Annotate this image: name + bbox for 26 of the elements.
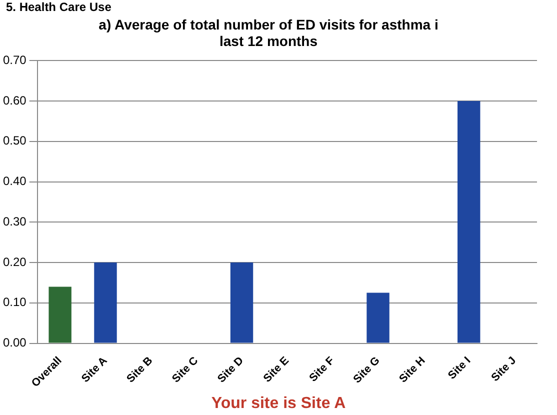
bar: [230, 262, 254, 343]
y-tick-label: 0.50: [2, 134, 27, 148]
y-tick-label: 0.30: [2, 214, 27, 228]
x-tick-label: Site J: [489, 354, 519, 384]
x-tick-label: Site I: [446, 354, 474, 382]
y-tick-label: 0.40: [2, 174, 27, 188]
x-tick-label: Site B: [124, 354, 156, 386]
x-tick-label: Site G: [351, 354, 382, 386]
y-tick-label: 0.70: [2, 52, 27, 67]
bar: [458, 100, 480, 343]
y-tick-label: 0.00: [2, 336, 27, 350]
x-tick-label: Site A: [80, 354, 110, 385]
x-tick-label: Site E: [261, 354, 292, 385]
x-tick-label: Site C: [170, 354, 201, 386]
bar: [366, 292, 390, 343]
x-tick-label: Site D: [215, 354, 246, 386]
x-tick-label: Site H: [397, 354, 428, 386]
y-tick-label: 0.20: [2, 254, 27, 269]
bar: [48, 286, 72, 343]
chart-title: a) Average of total number of ED visits for asthma i last 12 months: [98, 16, 438, 50]
text: Your site is Site A: [210, 394, 347, 414]
text: 5. Health Care Use: [6, 0, 112, 14]
y-tick-label: 0.60: [2, 93, 27, 108]
x-tick-label: Site F: [307, 354, 338, 384]
y-tick-label: 0.10: [2, 295, 27, 310]
bar: [94, 262, 117, 343]
